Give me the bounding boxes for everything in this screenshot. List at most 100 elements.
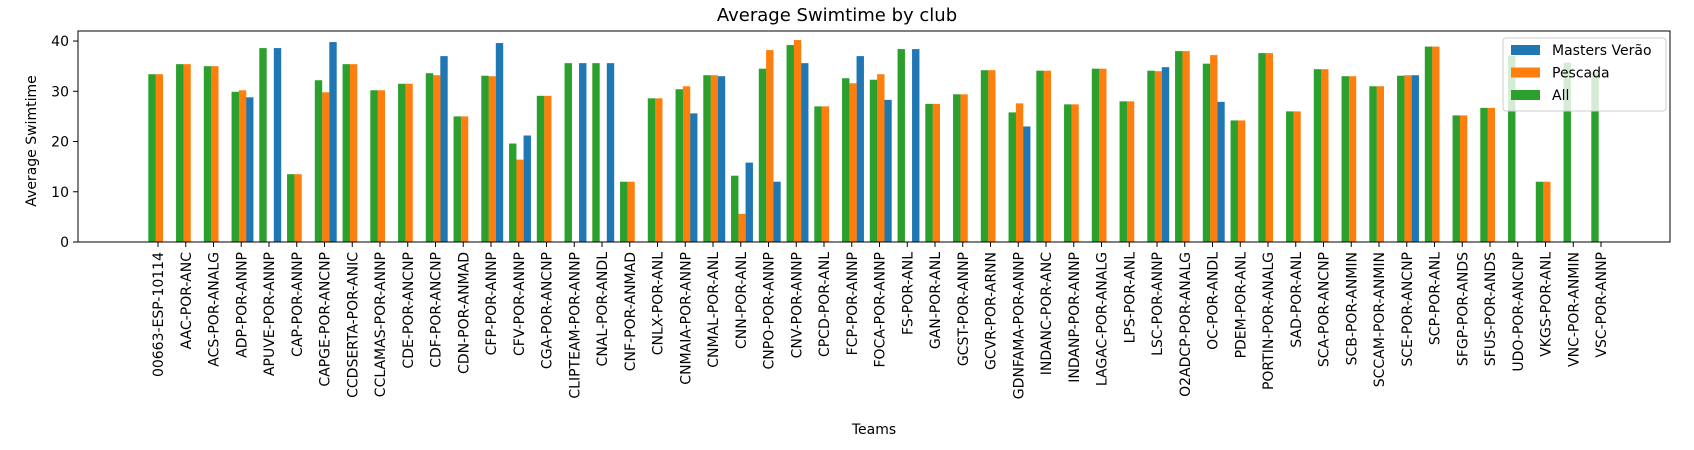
bar — [1286, 111, 1294, 242]
bar — [1008, 112, 1016, 242]
x-tick-label: CGA-POR-ANCNP — [540, 252, 556, 369]
bar — [620, 181, 628, 242]
bar — [1036, 70, 1044, 242]
x-tick-label: PORTIN-POR-ANALG — [1261, 252, 1277, 390]
bar — [1161, 67, 1170, 242]
bar — [425, 73, 434, 242]
bar-series-group — [148, 40, 1599, 243]
bar — [453, 116, 461, 242]
x-tick-label: GDNFAMA-POR-ANNP — [1011, 252, 1027, 399]
bar — [1348, 76, 1357, 243]
bar — [544, 95, 552, 242]
bar — [1091, 68, 1100, 243]
bar — [516, 159, 524, 242]
bar — [564, 63, 572, 243]
bar — [1258, 53, 1266, 242]
bar — [273, 48, 282, 242]
bar — [717, 76, 726, 243]
bar — [148, 74, 156, 242]
x-tick-label: VKGS-POR-ANL — [1539, 252, 1555, 357]
bar — [1015, 103, 1024, 242]
bar — [1293, 111, 1301, 242]
x-tick-label: VSC-POR-ANNP — [1594, 252, 1610, 358]
bar — [856, 56, 864, 243]
x-tick-label: O2ADCP-POR-ANALG — [1178, 252, 1194, 397]
bar — [231, 91, 239, 242]
x-tick-label: FOCA-POR-ANNP — [873, 252, 889, 368]
bar — [912, 49, 920, 243]
bar — [884, 99, 892, 242]
bar — [294, 174, 302, 242]
bar — [1411, 75, 1419, 243]
x-tick-label: FS-POR-ANL — [900, 252, 916, 335]
y-axis-label: Average Swimtime — [24, 75, 40, 206]
bar — [377, 90, 385, 242]
x-tick-label: SCB-POR-ANMIN — [1344, 252, 1360, 365]
bar — [349, 64, 358, 242]
bar — [897, 49, 905, 243]
bar — [1424, 46, 1433, 242]
x-tick-label: APUVE-POR-ANNP — [262, 252, 278, 376]
y-tick-label: 10 — [51, 185, 69, 201]
x-tick-label: LSC-POR-ANNP — [1150, 252, 1166, 356]
x-tick-label: CPCD-POR-ANL — [817, 252, 833, 357]
bar — [1126, 101, 1135, 242]
bar — [238, 90, 247, 242]
bar — [579, 63, 587, 243]
bar — [703, 75, 711, 243]
bar — [440, 56, 448, 243]
x-tick-label: SCCAM-POR-ANMIN — [1372, 252, 1388, 387]
bar — [211, 66, 219, 242]
bar — [1175, 51, 1183, 242]
bar — [1064, 104, 1072, 242]
legend-label: Masters Verão — [1552, 43, 1652, 59]
bar — [329, 42, 337, 242]
x-tick-label: OC-POR-ANDL — [1206, 252, 1222, 350]
bar — [287, 174, 295, 242]
bar — [1313, 69, 1322, 243]
x-tick-label: GAN-POR-ANL — [928, 252, 944, 349]
x-tick-label: CAPGE-POR-ANCNP — [318, 252, 334, 387]
bar — [1217, 101, 1225, 242]
bar — [682, 86, 691, 242]
bar — [1452, 115, 1460, 242]
x-tick-label: CAP-POR-ANNP — [290, 252, 306, 357]
bar — [1404, 75, 1412, 243]
x-tick-label: SCE-POR-ANCNP — [1400, 252, 1416, 367]
bar — [932, 103, 940, 242]
bar — [988, 70, 996, 242]
y-tick-label: 40 — [51, 34, 69, 50]
bar — [433, 75, 441, 243]
bar — [766, 50, 774, 243]
bar — [1369, 86, 1377, 242]
y-axis-ticks: 0 10 20 30 40 — [51, 34, 78, 251]
x-axis-label: Teams — [851, 422, 896, 438]
bar — [925, 103, 933, 242]
bar — [869, 79, 878, 242]
bar — [495, 43, 504, 243]
x-tick-label: GCST-POR-ANNP — [956, 252, 972, 366]
x-tick-label: CDF-POR-ANCNP — [429, 252, 445, 368]
x-tick-label: CNAL-POR-ANDL — [595, 252, 611, 367]
x-tick-label: CNV-POR-ANNP — [789, 252, 805, 358]
x-tick-label: PDEM-POR-ANL — [1233, 252, 1249, 359]
bar — [183, 64, 191, 242]
bar — [1043, 70, 1051, 242]
x-tick-label: INDANP-POR-ANNP — [1067, 252, 1083, 383]
bar — [1376, 86, 1384, 242]
x-tick-label: CCLAMAS-POR-ANNP — [373, 252, 389, 397]
bar — [509, 143, 517, 242]
chart-title: Average Swimtime by club — [717, 5, 957, 26]
x-tick-label: AAC-POR-ANC — [179, 252, 195, 350]
bar — [1397, 75, 1405, 243]
x-tick-label: CNMAL-POR-ANL — [706, 252, 722, 368]
bar — [773, 181, 781, 242]
bar — [1341, 76, 1349, 243]
bar — [877, 74, 885, 242]
bar — [1265, 53, 1273, 242]
bar — [814, 106, 822, 242]
bar — [314, 80, 323, 242]
legend-label: Pescada — [1552, 66, 1610, 82]
